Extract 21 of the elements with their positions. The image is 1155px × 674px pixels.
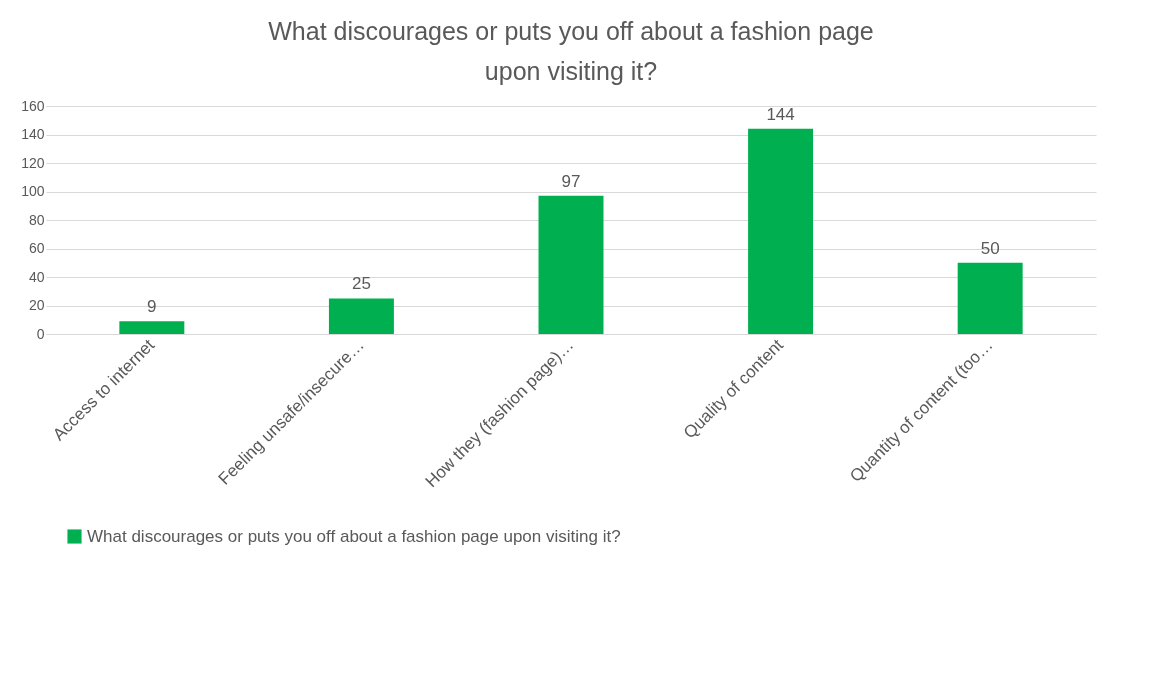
bar bbox=[748, 128, 814, 334]
y-tick-label: 160 bbox=[21, 97, 45, 114]
y-tick-label: 40 bbox=[28, 268, 45, 285]
data-label: 9 bbox=[147, 297, 157, 317]
y-tick-label: 20 bbox=[28, 297, 45, 313]
data-label: 144 bbox=[766, 104, 795, 124]
data-label: 25 bbox=[351, 274, 371, 294]
y-tick-label: 140 bbox=[21, 126, 45, 142]
bar bbox=[538, 195, 604, 334]
bar bbox=[957, 262, 1023, 334]
data-label: 50 bbox=[980, 238, 1000, 258]
y-tick-label: 120 bbox=[21, 154, 45, 171]
bar bbox=[119, 321, 185, 334]
chart-title: What discourages or puts you off about a fashion page upon visiting it? bbox=[268, 17, 874, 85]
y-tick-label: 60 bbox=[28, 240, 45, 256]
y-tick-label: 0 bbox=[36, 325, 45, 342]
data-label: 97 bbox=[561, 171, 581, 191]
bar bbox=[328, 298, 394, 334]
y-tick-label: 100 bbox=[21, 183, 45, 199]
legend-label: What discourages or puts you off about a fashion page upon visiting it? bbox=[87, 526, 621, 546]
y-tick-label: 80 bbox=[28, 211, 45, 228]
